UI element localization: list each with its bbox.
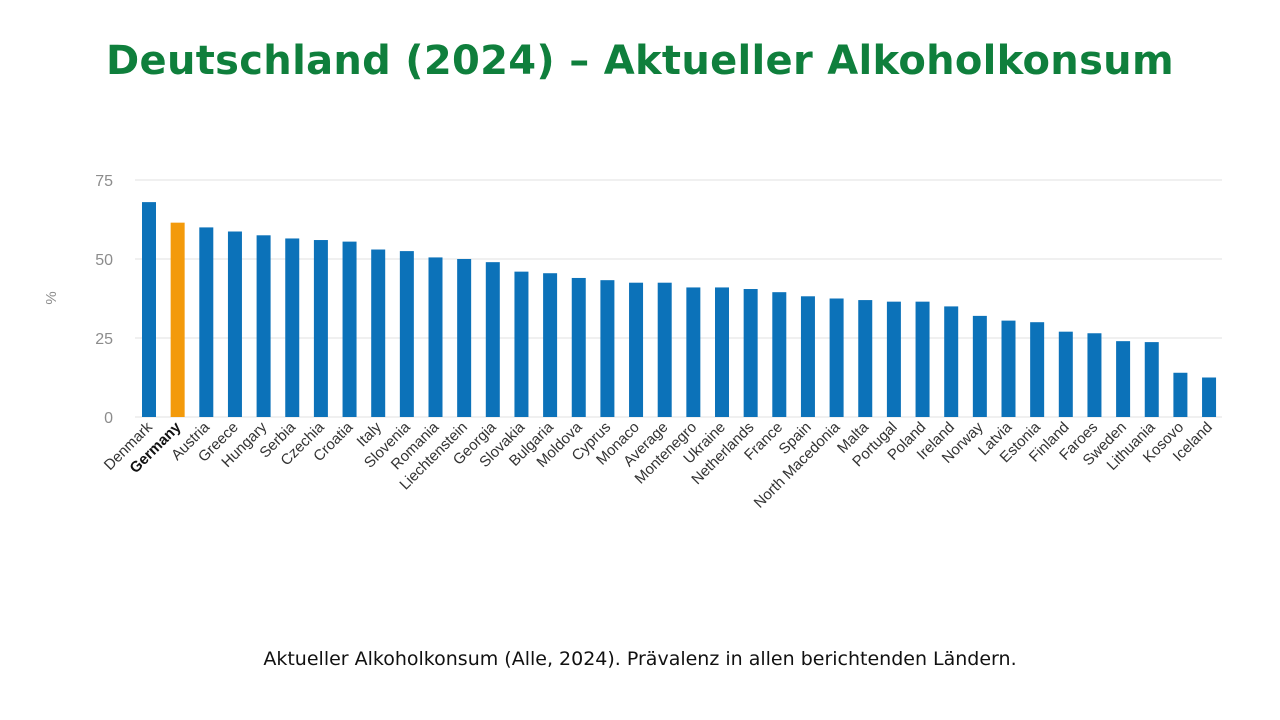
page-title: Deutschland (2024) – Aktueller Alkoholko…	[106, 38, 1174, 84]
bar-spain	[800, 296, 815, 417]
bar-kosovo	[1173, 372, 1188, 417]
y-tick-label: 50	[95, 252, 113, 269]
bar-france	[772, 292, 787, 417]
bar-estonia	[1030, 322, 1045, 417]
bar-netherlands	[743, 289, 758, 417]
bar-romania	[428, 257, 443, 417]
bar-italy	[371, 249, 386, 417]
bar-denmark	[142, 202, 156, 417]
bar-ireland	[944, 306, 959, 417]
bar-hungary	[256, 235, 271, 417]
bar-ukraine	[715, 287, 729, 417]
chart-caption: Aktueller Alkoholkonsum (Alle, 2024). Pr…	[263, 648, 1017, 670]
bar-liechtenstein	[457, 259, 472, 417]
bar-czechia	[313, 240, 328, 417]
bar-germany	[170, 222, 185, 417]
bar-finland	[1058, 331, 1073, 417]
bar-lithuania	[1144, 342, 1159, 417]
bar-serbia	[285, 238, 300, 417]
y-tick-label: 25	[95, 331, 113, 348]
bar-faroes	[1087, 333, 1102, 417]
bar-portugal	[886, 301, 901, 417]
bar-georgia	[485, 262, 500, 417]
bar-average	[657, 282, 672, 417]
y-tick-label: 0	[104, 410, 113, 427]
bar-slovenia	[399, 251, 414, 417]
bar-latvia	[1001, 320, 1016, 417]
bar-north-macedonia	[829, 298, 844, 417]
bar-malta	[858, 300, 873, 417]
bar-sweden	[1116, 341, 1131, 417]
bar-moldova	[571, 277, 586, 417]
bar-poland	[915, 301, 930, 417]
bar-slovakia	[514, 271, 529, 417]
bar-monaco	[629, 282, 644, 417]
bar-iceland	[1202, 377, 1217, 417]
y-axis-label: %	[43, 291, 60, 304]
bar-norway	[972, 315, 987, 417]
y-tick-label: 75	[95, 173, 113, 190]
bar-montenegro	[686, 287, 701, 417]
bar-greece	[227, 231, 242, 417]
bar-croatia	[342, 241, 357, 417]
bar-cyprus	[600, 280, 615, 417]
bar-bulgaria	[543, 273, 558, 417]
bar-austria	[199, 227, 214, 417]
